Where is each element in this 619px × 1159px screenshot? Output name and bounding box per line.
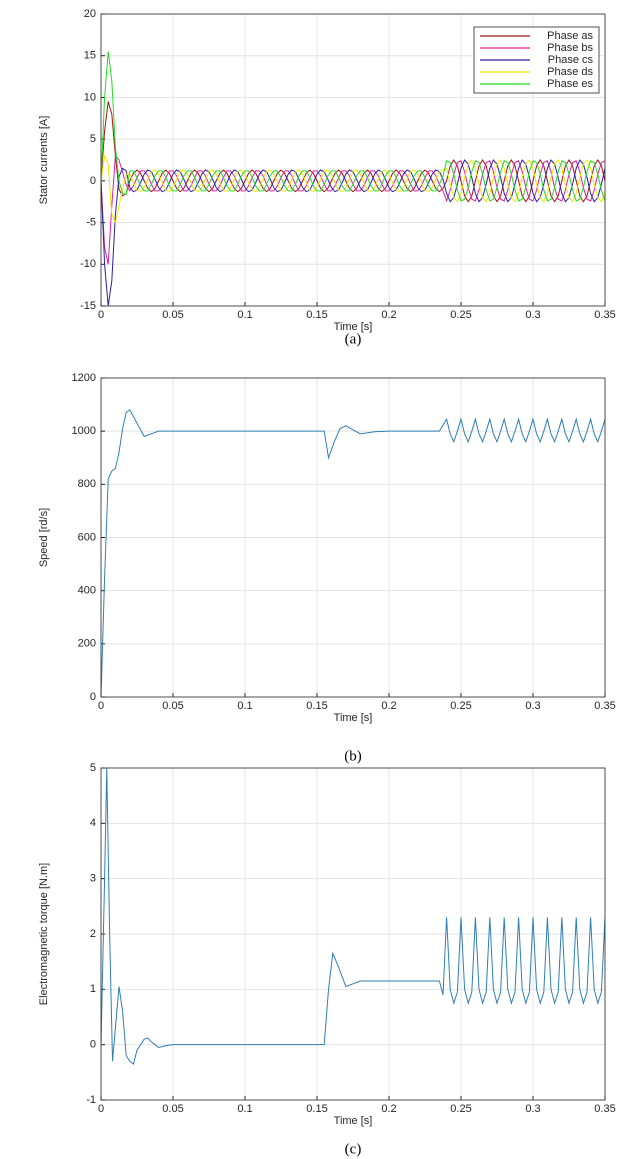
data-line [101,51,605,202]
x-tick-label: 0 [98,700,104,712]
caption: (a) [345,331,362,347]
y-tick-label: -15 [80,300,96,312]
x-tick-label: 0.15 [306,1103,327,1115]
x-tick-label: 0.05 [162,1103,183,1115]
y-tick-label: -10 [80,258,96,270]
x-tick-label: 0 [98,309,104,321]
x-tick-label: 0.3 [525,309,540,321]
x-tick-label: 0.35 [594,1103,615,1115]
data-line [101,154,605,225]
y-tick-label: 1000 [72,425,96,437]
x-tick-label: 0.05 [162,309,183,321]
axes-frame [100,767,606,1101]
subplot: 0 0.05 0.1 0.15 0.2 0.25 0.3 0.35 -15 -10 -5 0 5 10 15… [38,8,616,348]
y-tick-label: 800 [78,478,96,490]
y-tick-label: 600 [78,531,96,543]
x-tick-label: 0.05 [162,700,183,712]
y-tick-label: 0 [90,691,96,703]
y-tick-label: 2 [90,928,96,940]
y-axis-label: Electromagnetic torque [N.m] [38,863,50,1005]
axes-frame [100,13,606,307]
x-axis-label: Time [s] [334,712,373,724]
x-tick-label: 0.35 [594,309,615,321]
data-line [101,768,605,1065]
x-axis-label: Time [s] [334,1115,373,1127]
x-tick-label: 0.15 [306,309,327,321]
subplot: 0 0.05 0.1 0.15 0.2 0.25 0.3 0.35 0 200 400 600 800 1… [38,372,616,765]
caption: (c) [345,1141,362,1157]
x-tick-label: 0.2 [381,309,396,321]
x-tick-label: 0.15 [306,700,327,712]
y-axis-label: Stator currents [A] [38,116,50,205]
y-tick-label: -1 [86,1094,96,1106]
x-tick-label: 0.25 [450,700,471,712]
x-tick-label: 0.35 [594,700,615,712]
data-line [101,409,605,697]
legend-label: Phase ds [547,66,593,78]
x-axis-label: Time [s] [334,321,373,333]
y-tick-label: 3 [90,873,96,885]
x-tick-label: 0.2 [381,1103,396,1115]
y-tick-label: 15 [84,50,96,62]
x-tick-label: 0.3 [525,1103,540,1115]
x-tick-label: 0.25 [450,309,471,321]
axes-frame [100,377,606,698]
legend-label: Phase as [547,30,593,42]
data-line [101,101,605,203]
y-tick-label: 1 [90,983,96,995]
y-axis-label: Speed [rd/s] [38,508,50,567]
x-tick-label: 0.3 [525,700,540,712]
y-tick-label: 10 [84,91,96,103]
y-tick-label: 5 [90,762,96,774]
x-tick-label: 0.25 [450,1103,471,1115]
x-tick-label: 0.1 [237,309,252,321]
y-tick-label: 200 [78,638,96,650]
legend-label: Phase bs [547,42,593,54]
y-tick-label: 1200 [72,372,96,384]
legend-label: Phase es [547,78,593,90]
y-tick-label: 20 [84,8,96,20]
y-tick-label: 0 [90,1039,96,1051]
y-tick-label: 5 [90,133,96,145]
y-tick-label: -5 [86,216,96,228]
y-tick-label: 0 [90,175,96,187]
x-tick-label: 0 [98,1103,104,1115]
x-tick-label: 0.1 [237,700,252,712]
x-tick-label: 0.1 [237,1103,252,1115]
y-tick-label: 400 [78,585,96,597]
y-tick-label: 4 [90,817,96,829]
x-tick-label: 0.2 [381,700,396,712]
caption: (b) [344,748,362,764]
legend-label: Phase cs [548,54,594,66]
